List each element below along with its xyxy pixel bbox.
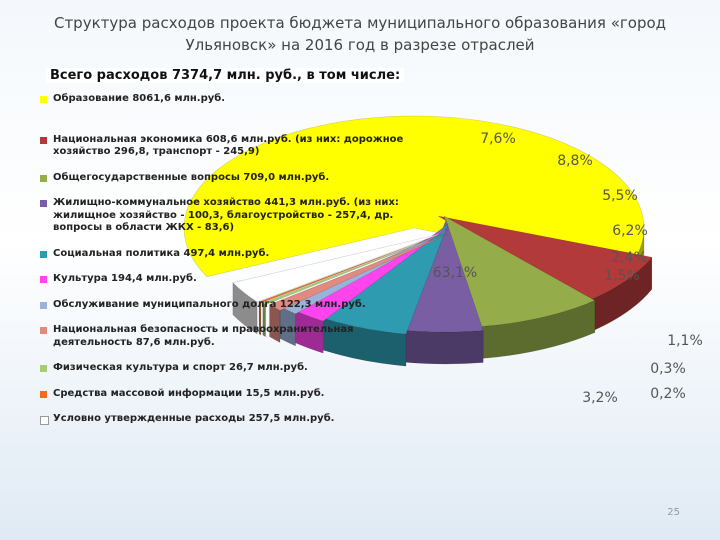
- legend-label: Национальная безопасность и правоохранит…: [53, 324, 354, 348]
- legend-entry: Образование 8061,6 млн.руб.: [40, 93, 432, 106]
- legend-label: Социальная политика 497,4 млн.руб.: [53, 247, 270, 259]
- legend-entry: Средства массовой информации 15,5 млн.ру…: [40, 388, 432, 401]
- legend-label: Жилищно-коммунальное хозяйство 441,3 млн…: [53, 197, 399, 233]
- legend-label: Культура 194,4 млн.руб.: [53, 273, 197, 284]
- legend-entry: Условно утвержденные расходы 257,5 млн.р…: [40, 413, 432, 426]
- legend-entry: Обслуживание муниципального долга 122,3 …: [40, 299, 432, 312]
- legend-entry: Физическая культура и спорт 26,7 млн.руб…: [40, 362, 432, 375]
- slice-percent-label: 2,4%: [611, 250, 647, 266]
- pie-slice: [443, 215, 596, 327]
- legend-entry: Общегосударственные вопросы 709,0 млн.ру…: [40, 172, 432, 185]
- legend-entry: Социальная политика 497,4 млн.руб.: [40, 248, 432, 261]
- legend-swatch: [40, 365, 47, 372]
- slice-percent-label: 0,2%: [650, 386, 686, 402]
- legend-label: Образование 8061,6 млн.руб.: [53, 93, 226, 104]
- legend-swatch: [40, 174, 47, 182]
- pie-slice: [268, 233, 449, 311]
- legend-swatch: [40, 276, 47, 283]
- legend-entry: Культура 194,4 млн.руб.: [40, 273, 432, 286]
- legend-label: Национальная экономика 608,6 млн.руб. (и…: [53, 133, 404, 158]
- legend-swatch: [40, 250, 47, 258]
- slice-percent-label: 6,2%: [612, 223, 648, 239]
- pie-slice: [262, 233, 445, 306]
- legend-swatch: [40, 390, 47, 398]
- legend-label: Физическая культура и спорт 26,7 млн.руб…: [53, 362, 308, 373]
- chart-title: Структура расходов проекта бюджета муниц…: [53, 14, 667, 54]
- slice-percent-label: 1,5%: [604, 268, 640, 284]
- chart-subtitle: Всего расходов 7374,7 млн. руб., в том ч…: [46, 68, 405, 83]
- page-number: 25: [667, 507, 680, 518]
- legend-entry: Жилищно-коммунальное хозяйство 441,3 млн…: [40, 197, 432, 235]
- slice-percent-label: 0,3%: [650, 361, 686, 377]
- legend-label: Обслуживание муниципального долга 122,3 …: [53, 298, 366, 310]
- legend-swatch: [40, 301, 47, 309]
- pie-slice: [232, 233, 441, 303]
- slice-percent-label: 3,2%: [582, 390, 618, 406]
- legend-label: Средства массовой информации 15,5 млн.ру…: [53, 387, 325, 399]
- slice-percent-label: 1,1%: [667, 333, 703, 349]
- legend-entry: Национальная безопасность и правоохранит…: [40, 324, 432, 349]
- legend-swatch: [40, 200, 47, 207]
- legend-label: Общегосударственные вопросы 709,0 млн.ру…: [53, 171, 330, 183]
- slice-percent-label: 8,8%: [557, 153, 593, 169]
- pie-slice: [258, 233, 443, 304]
- chart-legend: Образование 8061,6 млн.руб. Национальная …: [40, 93, 432, 439]
- slice-percent-label: 7,6%: [480, 131, 516, 147]
- legend-label: Условно утвержденные расходы 257,5 млн.р…: [53, 413, 335, 424]
- legend-entry: Национальная экономика 608,6 млн.руб. (и…: [40, 134, 432, 159]
- legend-swatch: [40, 136, 47, 144]
- legend-swatch: [40, 96, 47, 103]
- slice-percent-label: 63,1%: [433, 265, 477, 281]
- legend-swatch: [40, 327, 47, 334]
- slice-percent-label: 5,5%: [602, 188, 638, 204]
- legend-swatch: [40, 416, 49, 425]
